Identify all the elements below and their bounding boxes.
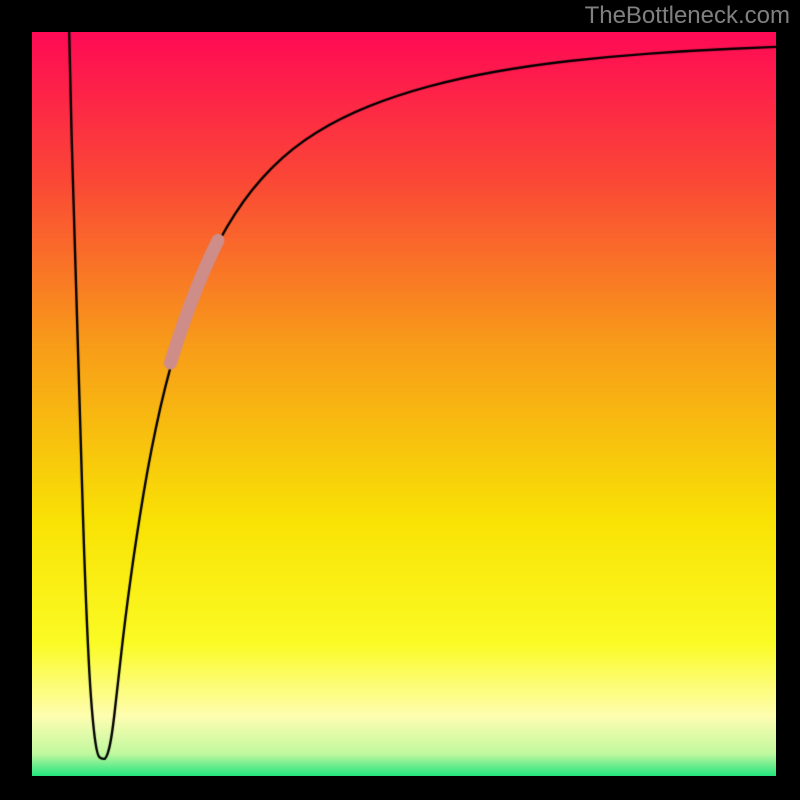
watermark-text: TheBottleneck.com	[585, 2, 790, 30]
chart-stage: TheBottleneck.com	[0, 0, 800, 800]
plot-area	[32, 32, 776, 776]
curve-layer	[32, 32, 776, 776]
